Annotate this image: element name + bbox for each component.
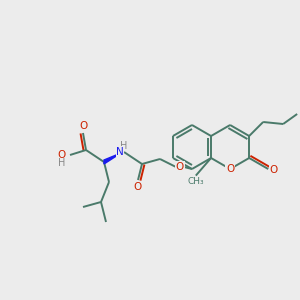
Text: N: N: [116, 147, 124, 157]
Polygon shape: [104, 153, 121, 164]
Text: O: O: [58, 150, 66, 160]
Text: O: O: [269, 165, 277, 175]
Text: CH₃: CH₃: [188, 177, 204, 186]
Text: H: H: [120, 141, 128, 151]
Text: O: O: [79, 121, 87, 131]
Text: O: O: [134, 182, 142, 192]
Text: O: O: [176, 162, 184, 172]
Text: H: H: [58, 158, 66, 168]
Text: O: O: [226, 164, 234, 174]
